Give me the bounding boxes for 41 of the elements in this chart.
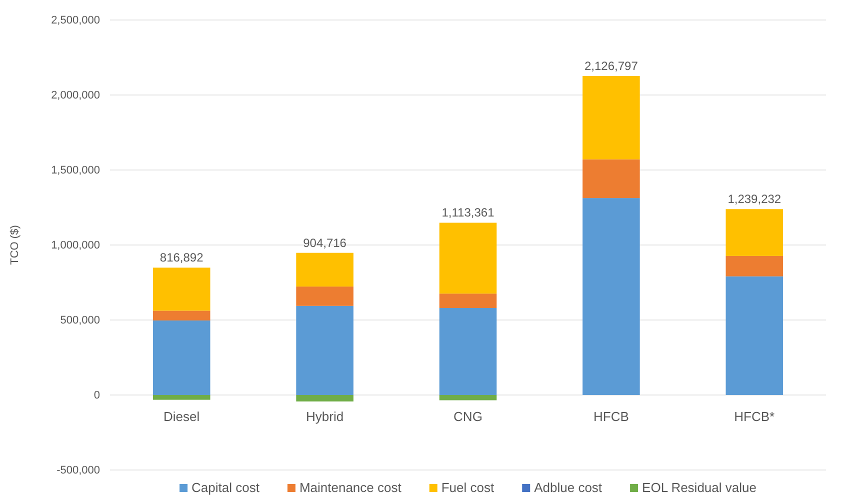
x-tick-label: CNG — [454, 409, 482, 424]
bar — [296, 286, 354, 306]
legend-label: Capital cost — [192, 480, 260, 495]
y-tick-label: 0 — [94, 390, 100, 402]
bar — [582, 198, 640, 395]
y-tick-label: 1,000,000 — [51, 240, 100, 252]
bar — [296, 395, 354, 402]
x-tick-label: Diesel — [164, 409, 200, 424]
total-label: 816,892 — [160, 250, 204, 265]
bar — [439, 395, 497, 400]
y-tick-label: 2,000,000 — [51, 90, 100, 102]
bar — [726, 209, 784, 256]
x-tick-label: HFCB* — [734, 409, 775, 424]
bar — [296, 306, 354, 395]
y-tick-label: 2,500,000 — [51, 14, 100, 27]
total-label: 2,126,797 — [584, 58, 638, 73]
bar — [439, 222, 497, 294]
total-label: 904,716 — [303, 236, 347, 250]
legend-label: Adblue cost — [534, 480, 602, 495]
bar — [726, 256, 784, 276]
bar — [152, 395, 210, 400]
y-tick-label: 1,500,000 — [51, 164, 100, 177]
legend-label: EOL Residual value — [642, 480, 756, 495]
x-tick-label: Hybrid — [306, 409, 344, 424]
bar — [582, 159, 640, 198]
bar — [582, 76, 640, 160]
bar — [439, 308, 497, 395]
y-axis-title: TCO ($) — [9, 225, 21, 265]
x-tick-label: HFCB — [594, 409, 629, 424]
total-label: 1,239,232 — [728, 192, 782, 206]
y-tick-label: -500,000 — [56, 464, 100, 477]
y-tick-label: 500,000 — [60, 314, 100, 327]
bar — [152, 268, 210, 311]
total-label: 1,113,361 — [442, 206, 495, 220]
bar — [152, 320, 210, 395]
legend-label: Fuel cost — [441, 480, 494, 495]
bar — [296, 252, 354, 287]
bar — [439, 294, 497, 308]
bar — [152, 310, 210, 320]
bar — [726, 276, 784, 395]
legend-label: Maintenance cost — [299, 480, 402, 495]
